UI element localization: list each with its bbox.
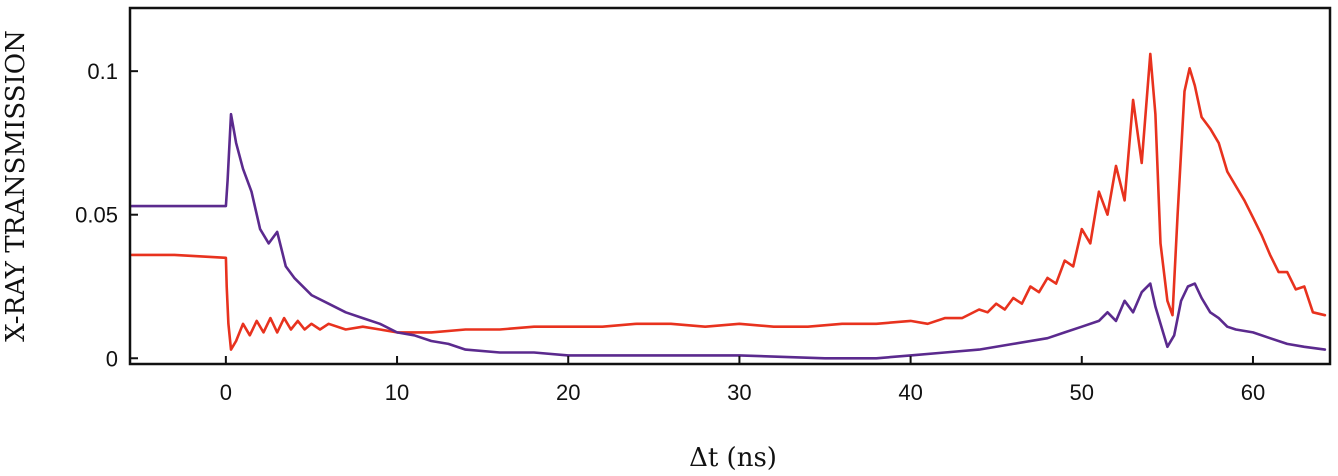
y-tick-label: 0.1 bbox=[87, 59, 118, 84]
series-line-2 bbox=[130, 112, 1327, 360]
y-axis-title: X-RAY TRANSMISSION bbox=[1, 30, 31, 342]
y-tick-label: 0 bbox=[106, 346, 118, 371]
x-tick-label: 20 bbox=[556, 380, 580, 405]
x-tick-label: 50 bbox=[1070, 380, 1094, 405]
x-axis-title: Δt (ns) bbox=[689, 443, 777, 473]
x-tick-label: 40 bbox=[898, 380, 922, 405]
x-tick-label: 60 bbox=[1241, 380, 1265, 405]
x-axis: 0 10 20 30 40 50 60 bbox=[220, 356, 1265, 405]
x-tick-label: 30 bbox=[727, 380, 751, 405]
plot-frame bbox=[128, 6, 1332, 366]
x-tick-label: 0 bbox=[220, 380, 232, 405]
series-line-1 bbox=[130, 52, 1327, 351]
y-axis: 0 0.05 0.1 bbox=[75, 59, 138, 371]
y-tick-label: 0.05 bbox=[75, 203, 118, 228]
series-layer bbox=[130, 52, 1327, 360]
x-tick-label: 10 bbox=[385, 380, 409, 405]
